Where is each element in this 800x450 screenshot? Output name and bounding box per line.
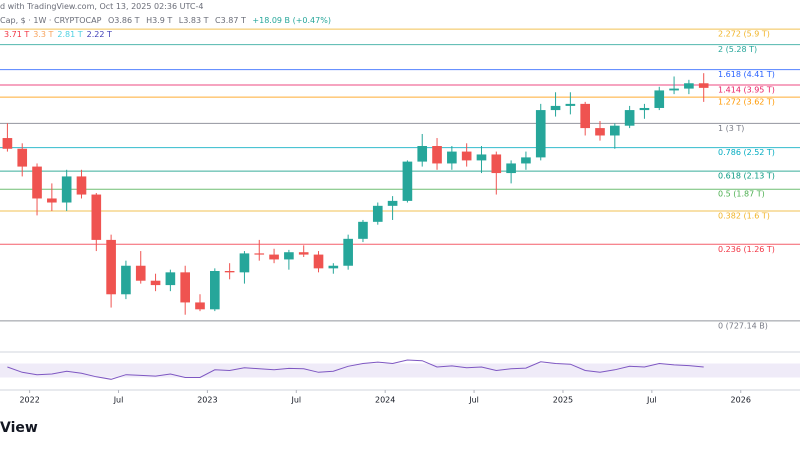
x-tick-label: 2026 bbox=[731, 396, 751, 405]
fib-label: 0 (727.14 B) bbox=[718, 321, 768, 330]
candle-body bbox=[91, 194, 102, 240]
ma-label: 3.3 T bbox=[33, 30, 54, 39]
candle-body bbox=[254, 253, 265, 255]
candle-body bbox=[210, 271, 220, 310]
candle-body bbox=[224, 271, 235, 273]
candle-body bbox=[565, 103, 576, 106]
fib-label: 0.786 (2.52 T) bbox=[718, 148, 775, 157]
candle-body bbox=[284, 252, 294, 260]
symbol-line: Cap, $ · 1W · CRYPTOCAP O3.86 T H3.9 T L… bbox=[0, 16, 335, 25]
ohlc: O3.86 T bbox=[107, 16, 140, 25]
candle-body bbox=[447, 151, 457, 164]
candle-body bbox=[298, 252, 309, 255]
x-tick-label: 2023 bbox=[197, 396, 217, 405]
change: +18.09 B (+0.47%) bbox=[252, 16, 331, 25]
candle-body bbox=[506, 163, 516, 174]
ohlc: L3.83 T bbox=[178, 16, 209, 25]
candle-body bbox=[491, 154, 502, 174]
candle-body bbox=[165, 272, 176, 286]
candle-body bbox=[595, 128, 605, 136]
candle-body bbox=[150, 280, 161, 286]
candle-body bbox=[550, 105, 561, 111]
x-tick-label: Jul bbox=[468, 396, 479, 405]
source: d with TradingView.com, Oct 13, 2025 02:… bbox=[0, 2, 204, 11]
x-tick-label: 2022 bbox=[19, 396, 39, 405]
fib-label: 1.272 (3.62 T) bbox=[718, 98, 775, 107]
x-tick-label: 2024 bbox=[375, 396, 395, 405]
fib-label: 0.5 (1.87 T) bbox=[718, 190, 765, 199]
candle-body bbox=[521, 157, 531, 164]
candle-body bbox=[417, 146, 428, 162]
rsi-band bbox=[0, 363, 800, 378]
fib-label: 1.414 (3.95 T) bbox=[718, 86, 775, 95]
candle-body bbox=[698, 83, 709, 88]
ohlc: H3.9 T bbox=[146, 16, 173, 25]
candle-body bbox=[106, 239, 116, 295]
candle-body bbox=[121, 265, 131, 295]
x-tick-label: 2025 bbox=[553, 396, 573, 405]
rsi-line bbox=[7, 359, 704, 380]
candle-body bbox=[610, 125, 620, 136]
fib-label: 0.382 (1.6 T) bbox=[718, 211, 770, 220]
candle-body bbox=[624, 110, 635, 126]
candle-body bbox=[358, 221, 368, 239]
candle-body bbox=[195, 302, 205, 310]
candle-body bbox=[61, 176, 72, 203]
symbol: Cap, $ · 1W · CRYPTOCAP bbox=[0, 16, 102, 25]
candle-body bbox=[684, 83, 694, 89]
candle-body bbox=[432, 146, 442, 164]
candle-body bbox=[343, 238, 353, 266]
ma-legend: 3.71 T 3.3 T 2.81 T 2.22 T bbox=[4, 30, 116, 39]
candle-body bbox=[313, 254, 324, 269]
candle-body bbox=[17, 148, 28, 167]
x-tick-label: Jul bbox=[113, 396, 124, 405]
x-tick-label: Jul bbox=[646, 396, 657, 405]
fib-label: 1 (3 T) bbox=[718, 124, 744, 133]
candle-body bbox=[135, 265, 146, 281]
candle-body bbox=[269, 254, 279, 260]
fib-label: 2.272 (5.9 T) bbox=[718, 30, 770, 39]
logo-text: View bbox=[0, 420, 38, 436]
candle-body bbox=[180, 272, 190, 303]
candle-body bbox=[476, 154, 487, 161]
x-tick-label: Jul bbox=[290, 396, 301, 405]
candle-body bbox=[669, 88, 679, 91]
candle-body bbox=[387, 200, 398, 206]
candle-body bbox=[535, 110, 546, 158]
rsi-pane bbox=[0, 353, 800, 388]
fib-label: 0.236 (1.26 T) bbox=[718, 245, 775, 254]
fib-label: 2 (5.28 T) bbox=[718, 45, 757, 54]
candle-body bbox=[328, 265, 339, 269]
candle-body bbox=[32, 166, 42, 199]
ohlc: C3.87 T bbox=[215, 16, 246, 25]
candle-body bbox=[639, 107, 650, 111]
source-line: d with TradingView.com, Oct 13, 2025 02:… bbox=[0, 2, 207, 11]
candle-body bbox=[580, 103, 590, 129]
ma-label: 2.22 T bbox=[86, 30, 112, 39]
candle-body bbox=[47, 198, 57, 203]
ma-label: 2.81 T bbox=[57, 30, 83, 39]
candle-body bbox=[461, 151, 472, 161]
fib-label: 1.618 (4.41 T) bbox=[718, 70, 775, 79]
candle-body bbox=[76, 176, 87, 195]
fib-label: 0.618 (2.13 T) bbox=[718, 172, 775, 181]
ma-label: 3.71 T bbox=[4, 30, 30, 39]
candle-body bbox=[239, 253, 250, 273]
candle-body bbox=[2, 138, 13, 149]
candle-body bbox=[402, 161, 413, 201]
candle-body bbox=[372, 205, 383, 222]
candle-body bbox=[654, 90, 665, 108]
